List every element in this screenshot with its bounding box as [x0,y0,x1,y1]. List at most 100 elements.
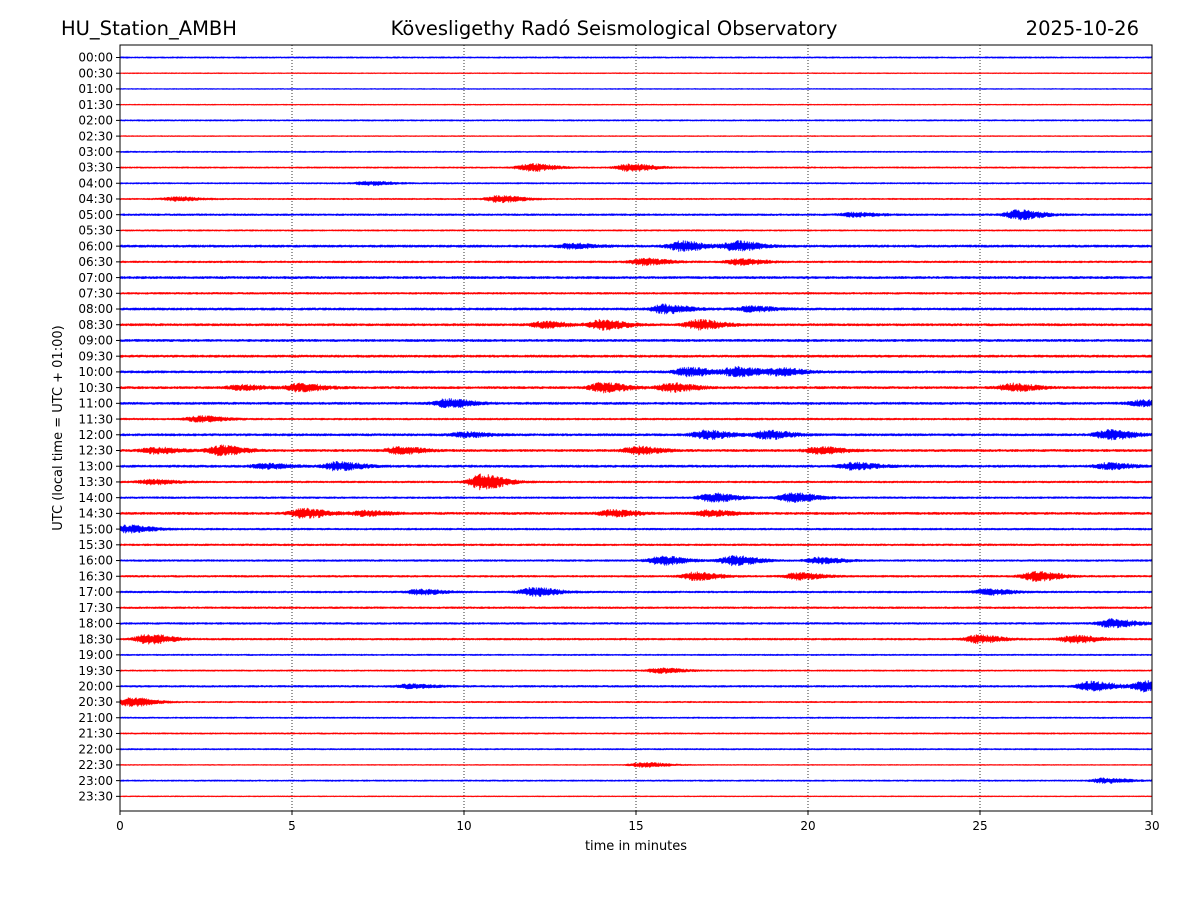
y-tick-label: 05:30 [78,224,113,238]
trace-1700 [119,587,1153,597]
y-tick-label: 16:30 [78,569,113,583]
y-tick-label: 18:00 [78,617,113,631]
y-tick-label: 13:00 [78,459,113,473]
trace-1400 [119,492,1153,503]
y-tick-label: 06:00 [78,239,113,253]
trace-1500 [119,524,1153,534]
trace-1530 [119,543,1153,547]
y-tick-label: 18:30 [78,632,113,646]
y-tick-label: 14:00 [78,491,113,505]
y-tick-label: 16:00 [78,554,113,568]
y-tick-label: 17:00 [78,585,113,599]
y-tick-label: 07:30 [78,287,113,301]
y-tick-label: 03:30 [78,161,113,175]
trace-0200 [119,119,1153,122]
trace-0600 [119,240,1153,252]
y-tick-label: 17:30 [78,601,113,615]
trace-1330 [119,473,1153,491]
trace-2100 [119,716,1153,719]
y-tick-label: 14:30 [78,507,113,521]
trace-1000 [119,365,1153,378]
trace-0900 [119,338,1153,343]
y-tick-label: 04:30 [78,192,113,206]
trace-1900 [119,653,1153,656]
date-title: 2025-10-26 [1026,17,1139,40]
trace-0130 [119,103,1153,106]
trace-0500 [119,209,1153,221]
trace-0800 [119,303,1153,315]
y-tick-label: 13:30 [78,475,113,489]
station-title: HU_Station_AMBH [61,17,237,40]
y-tick-label: 03:00 [78,145,113,159]
trace-0730 [119,291,1153,295]
trace-2200 [119,748,1153,751]
trace-1630 [119,570,1153,582]
y-tick-label: 00:00 [78,51,113,65]
y-tick-label: 08:00 [78,302,113,316]
trace-1030 [119,381,1153,394]
trace-0300 [119,150,1153,153]
trace-2230 [119,762,1153,768]
y-tick-label: 02:30 [78,129,113,143]
y-tick-label: 15:30 [78,538,113,552]
y-tick-label: 21:30 [78,727,113,741]
y-tick-label: 10:30 [78,381,113,395]
y-tick-label: 12:30 [78,444,113,458]
y-tick-label: 01:00 [78,82,113,96]
trace-1130 [119,415,1153,423]
trace-1800 [119,618,1153,629]
x-tick-label: 25 [972,819,987,833]
trace-1300 [119,461,1153,472]
trace-1600 [119,554,1153,567]
x-tick-label: 30 [1144,819,1159,833]
trace-1430 [119,507,1153,519]
y-tick-label: 08:30 [78,318,113,332]
y-tick-label: 15:00 [78,522,113,536]
trace-0330 [119,163,1153,172]
y-tick-label: 00:30 [78,66,113,80]
trace-2300 [119,777,1153,784]
trace-1200 [119,429,1153,441]
vertical-grid [291,45,981,811]
trace-1230 [119,444,1153,457]
y-tick-label: 10:00 [78,365,113,379]
observatory-title: Kövesligethy Radó Seismological Observat… [391,17,838,40]
trace-0100 [119,88,1153,90]
trace-0700 [119,276,1153,280]
trace-1730 [119,606,1153,610]
y-axis-label: UTC (local time = UTC + 01:00) [51,325,66,530]
x-tick-label: 0 [116,819,124,833]
trace-0830 [119,318,1153,331]
trace-0030 [119,72,1153,75]
trace-0930 [119,354,1153,358]
trace-2030 [119,697,1153,707]
y-tick-label: 02:00 [78,114,113,128]
trace-2130 [119,732,1153,735]
y-tick-label: 19:30 [78,664,113,678]
trace-1830 [119,634,1153,645]
trace-0430 [119,195,1153,204]
y-tick-label: 11:30 [78,412,113,426]
y-tick-label: 20:30 [78,695,113,709]
y-tick-label: 20:00 [78,680,113,694]
y-tick-label: 23:00 [78,774,113,788]
y-tick-label: 22:00 [78,742,113,756]
x-tick-label: 15 [628,819,643,833]
x-tick-label: 20 [800,819,815,833]
trace-0400 [119,180,1153,187]
trace-0630 [119,257,1153,267]
y-tick-label: 11:00 [78,397,113,411]
y-tick-label: 22:30 [78,758,113,772]
y-tick-label: 09:00 [78,334,113,348]
y-tick-label: 07:00 [78,271,113,285]
trace-0230 [119,135,1153,137]
y-tick-label: 05:00 [78,208,113,222]
x-tick-label: 10 [456,819,471,833]
trace-0000 [119,56,1153,59]
trace-1100 [119,398,1153,409]
trace-2000 [119,680,1153,693]
y-tick-label: 04:00 [78,176,113,190]
y-tick-label: 09:30 [78,349,113,363]
